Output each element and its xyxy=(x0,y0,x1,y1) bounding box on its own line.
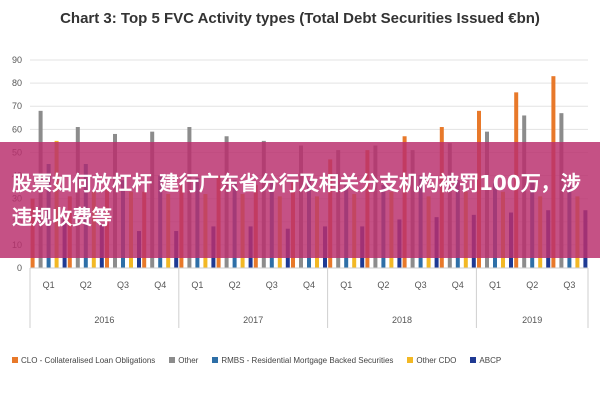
x-tick-label: Q1 xyxy=(43,280,55,290)
x-tick-label: Q1 xyxy=(191,280,203,290)
x-tick-label: Q2 xyxy=(229,280,241,290)
x-tick-label: Q3 xyxy=(266,280,278,290)
x-tick-label: Q3 xyxy=(117,280,129,290)
overlay-banner[interactable]: 股票如何放杠杆 建行广东省分行及相关分支机构被罚100万，涉违规收费等 xyxy=(0,142,600,258)
x-tick-label: Q4 xyxy=(452,280,464,290)
x-tick-label: Q2 xyxy=(526,280,538,290)
legend-item: RMBS - Residential Mortgage Backed Secur… xyxy=(212,356,393,365)
x-tick-label: Q1 xyxy=(489,280,501,290)
legend-swatch xyxy=(212,357,219,363)
legend-item: ABCP xyxy=(470,356,501,365)
legend: CLO - Collateralised Loan Obligations Oth… xyxy=(12,352,597,368)
x-tick-label: Q1 xyxy=(340,280,352,290)
x-tick-label: Q3 xyxy=(415,280,427,290)
legend-swatch xyxy=(12,357,18,363)
legend-swatch xyxy=(470,357,477,363)
legend-swatch xyxy=(407,357,414,363)
x-tick-label: Q4 xyxy=(154,280,166,290)
y-tick-label: 70 xyxy=(12,101,22,111)
year-label: 2019 xyxy=(522,315,542,325)
y-tick-label: 60 xyxy=(12,124,22,134)
legend-label: Other CDO xyxy=(416,355,457,365)
legend-swatch xyxy=(169,357,176,363)
y-tick-label: 90 xyxy=(12,55,22,65)
x-tick-label: Q4 xyxy=(303,280,315,290)
x-tick-label: Q2 xyxy=(80,280,92,290)
x-tick-label: Q2 xyxy=(377,280,389,290)
legend-label: RMBS - Residential Mortgage Backed Secur… xyxy=(221,355,394,365)
legend-item: CLO - Collateralised Loan Obligations xyxy=(12,356,155,365)
year-label: 2018 xyxy=(392,315,412,325)
legend-label: CLO - Collateralised Loan Obligations xyxy=(21,355,156,365)
chart-title: Chart 3: Top 5 FVC Activity types (Total… xyxy=(60,10,540,27)
legend-label: Other xyxy=(178,355,199,365)
y-tick-label: 80 xyxy=(12,78,22,88)
legend-item: Other xyxy=(169,356,198,365)
year-label: 2016 xyxy=(94,315,114,325)
legend-label: ABCP xyxy=(479,355,502,365)
year-label: 2017 xyxy=(243,315,263,325)
x-tick-label: Q3 xyxy=(563,280,575,290)
y-tick-label: 0 xyxy=(17,263,22,273)
legend-item: Other CDO xyxy=(407,356,456,365)
